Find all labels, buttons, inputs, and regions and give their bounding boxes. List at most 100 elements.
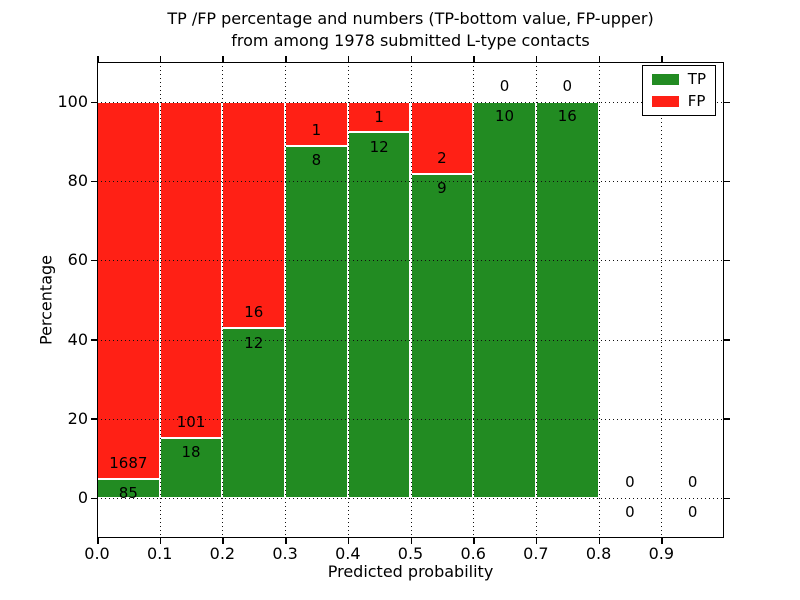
y-tick-label: 0 bbox=[77, 488, 88, 507]
y-axis-label: Percentage bbox=[36, 254, 56, 346]
v-gridline bbox=[347, 62, 349, 538]
bar-label-tp: 12 bbox=[369, 137, 389, 156]
y-tick-mark bbox=[724, 497, 730, 499]
x-tick-mark bbox=[473, 538, 475, 544]
x-tick-mark bbox=[661, 538, 663, 544]
bar-segment-tp bbox=[285, 146, 348, 498]
legend-row-tp: TP bbox=[651, 70, 706, 88]
bar-label-tp: 12 bbox=[244, 333, 264, 352]
x-tick-mark bbox=[285, 538, 287, 544]
bar-label-fp: 0 bbox=[562, 77, 573, 96]
x-tick-label: 0.4 bbox=[335, 544, 361, 563]
bar-label-fp: 16 bbox=[244, 303, 264, 322]
y-tick-mark bbox=[91, 339, 97, 341]
x-tick-label: 0.6 bbox=[460, 544, 486, 563]
v-gridline bbox=[410, 62, 412, 538]
y-tick-mark bbox=[91, 180, 97, 183]
bar-label-tp: 0 bbox=[625, 503, 635, 522]
x-tick-mark bbox=[97, 56, 99, 62]
x-tick-mark bbox=[535, 538, 538, 544]
bar-label-fp: 0 bbox=[625, 473, 635, 492]
bar-label-fp: 2 bbox=[437, 149, 447, 168]
x-tick-label: 0.7 bbox=[523, 544, 549, 563]
bar-segment-tp bbox=[535, 102, 599, 498]
bar-label-tp: 9 bbox=[437, 179, 447, 198]
bar-label-fp: 1687 bbox=[109, 454, 148, 473]
legend-row-fp: FP bbox=[651, 92, 706, 110]
chart-title-line2: from among 1978 submitted L-type contact… bbox=[231, 31, 590, 50]
y-tick-label: 40 bbox=[67, 329, 88, 349]
bar-segment-tp bbox=[473, 102, 536, 498]
bar-label-fp: 1 bbox=[374, 107, 384, 126]
y-tick-mark bbox=[91, 497, 97, 499]
x-tick-label: 0.0 bbox=[84, 544, 110, 563]
legend-label-tp: TP bbox=[687, 70, 706, 88]
bar-label-fp: 1 bbox=[311, 121, 322, 140]
x-axis-label: Predicted probability bbox=[327, 562, 494, 581]
x-tick-mark bbox=[535, 56, 538, 62]
plot-area: TP FP 0 20 40 60 80 100 0.0 0.1 0.2 0.3 0.4 0.5 0.6 0.… bbox=[57, 56, 730, 563]
y-tick-mark bbox=[91, 101, 97, 103]
x-tick-mark bbox=[97, 538, 99, 544]
y-tick-mark bbox=[724, 339, 730, 341]
x-tick-mark bbox=[598, 538, 601, 544]
v-gridline bbox=[159, 62, 161, 538]
bar-segment-fp bbox=[159, 102, 223, 439]
bar-segment-fp bbox=[410, 102, 474, 174]
bar-label-tp: 0 bbox=[687, 503, 698, 522]
bar-label-tp: 85 bbox=[118, 484, 138, 503]
bar-segment-tp bbox=[410, 174, 474, 498]
x-tick-label: 0.8 bbox=[585, 544, 612, 563]
y-tick-mark bbox=[724, 180, 730, 183]
bar-label-fp: 0 bbox=[687, 473, 698, 492]
x-tick-mark bbox=[598, 56, 601, 62]
v-gridline bbox=[535, 62, 537, 538]
x-tick-mark bbox=[473, 56, 475, 62]
x-tick-mark bbox=[347, 538, 350, 544]
y-tick-mark bbox=[724, 101, 730, 103]
legend-box: TP FP bbox=[641, 65, 716, 116]
bar-label-tp: 18 bbox=[181, 443, 201, 462]
v-gridline bbox=[661, 62, 663, 538]
x-tick-label: 0.5 bbox=[397, 544, 424, 563]
v-gridline bbox=[285, 62, 287, 538]
legend-swatch-tp bbox=[651, 74, 679, 85]
bar-label-tp: 16 bbox=[557, 107, 577, 126]
bar-label-fp: 101 bbox=[176, 413, 206, 432]
bar-label-fp: 0 bbox=[499, 77, 510, 96]
chart-title-line1: TP /FP percentage and numbers (TP-bottom… bbox=[167, 9, 654, 28]
v-gridline bbox=[222, 62, 224, 538]
legend-swatch-fp bbox=[651, 96, 679, 107]
bar-label-tp: 8 bbox=[311, 151, 322, 170]
x-tick-mark bbox=[159, 538, 162, 544]
x-tick-mark bbox=[410, 56, 412, 62]
y-tick-label: 100 bbox=[57, 92, 88, 111]
x-tick-mark bbox=[410, 538, 412, 544]
bar-segment-fp bbox=[222, 102, 286, 329]
x-tick-label: 0.3 bbox=[272, 544, 298, 563]
x-tick-mark bbox=[285, 56, 287, 62]
y-tick-mark bbox=[724, 418, 730, 420]
v-gridline bbox=[473, 62, 475, 538]
x-tick-mark bbox=[661, 56, 663, 62]
legend-label-fp: FP bbox=[687, 92, 706, 110]
bar-segment-tp bbox=[347, 132, 411, 498]
y-tick-label: 20 bbox=[67, 408, 88, 428]
bar-label-tp: 10 bbox=[495, 107, 515, 126]
x-tick-label: 0.2 bbox=[209, 544, 236, 563]
x-tick-mark bbox=[222, 56, 224, 62]
y-tick-mark bbox=[91, 259, 97, 262]
v-gridline bbox=[598, 62, 600, 538]
y-tick-label: 60 bbox=[67, 250, 88, 270]
x-tick-label: 0.1 bbox=[146, 544, 173, 563]
y-tick-mark bbox=[91, 418, 97, 420]
bar-segment-tp bbox=[222, 328, 286, 498]
bar-segment-fp bbox=[97, 102, 160, 479]
y-tick-mark bbox=[724, 259, 730, 262]
x-tick-label: 0.9 bbox=[648, 544, 675, 563]
x-tick-mark bbox=[347, 56, 350, 62]
y-tick-label: 80 bbox=[67, 171, 88, 191]
x-tick-mark bbox=[222, 538, 224, 544]
x-tick-mark bbox=[159, 56, 162, 62]
